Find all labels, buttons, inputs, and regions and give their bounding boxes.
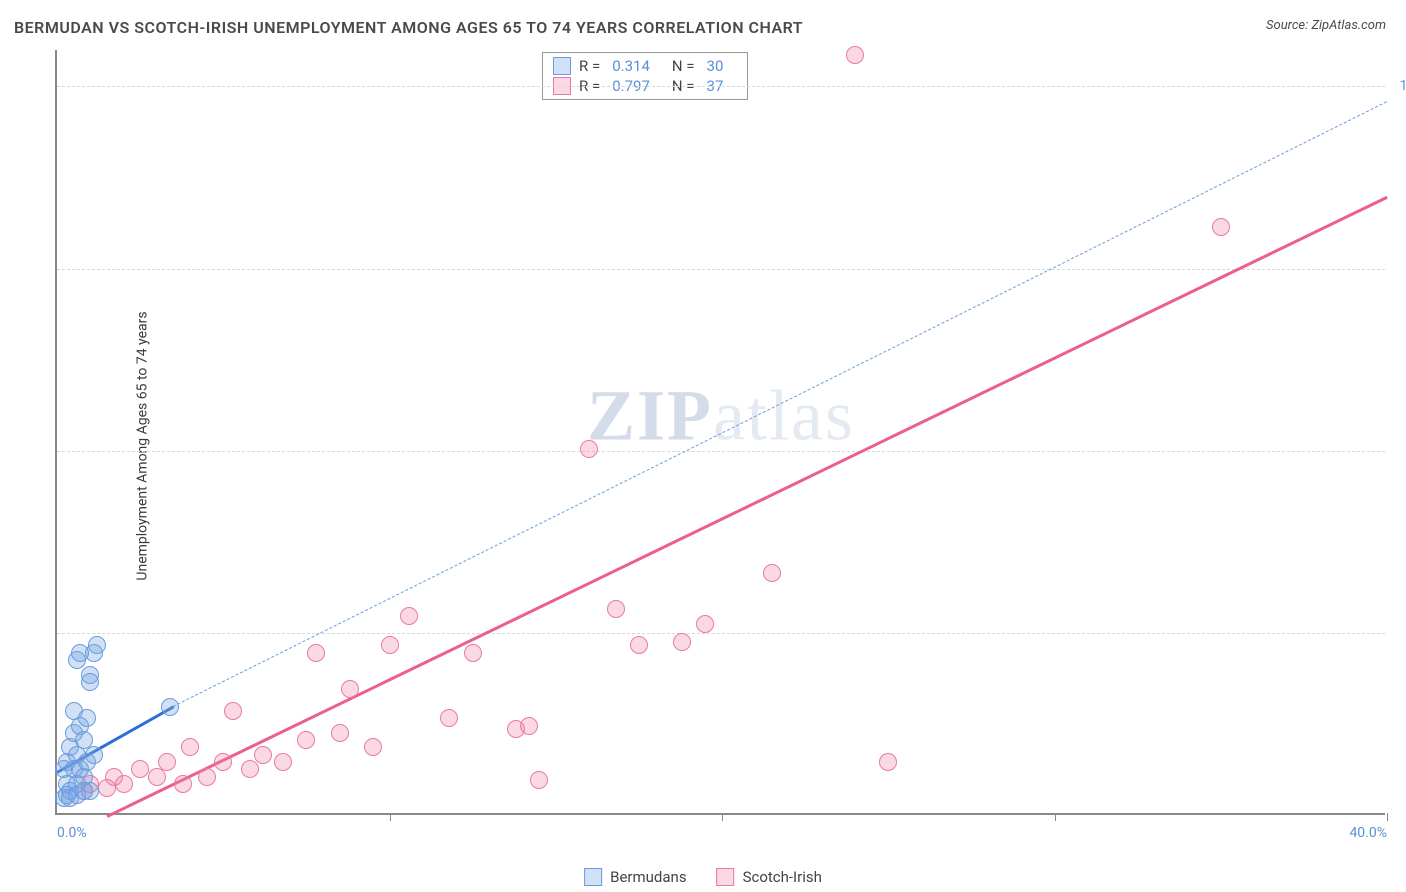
- data-point-scotch-irish: [580, 440, 598, 458]
- y-tick-label: 100.0%: [1400, 78, 1406, 94]
- x-tick: [722, 813, 723, 821]
- series-legend: Bermudans Scotch-Irish: [584, 868, 822, 886]
- stats-legend: R = 0.314 N = 30 R = 0.797 N = 37: [542, 52, 748, 100]
- data-point-scotch-irish: [131, 760, 149, 778]
- scatter-plot-area: ZIPatlas R = 0.314 N = 30 R = 0.797 N = …: [55, 50, 1385, 815]
- data-point-scotch-irish: [115, 775, 133, 793]
- x-tick: [390, 813, 391, 821]
- x-tick: [1387, 813, 1388, 821]
- data-point-scotch-irish: [307, 644, 325, 662]
- data-point-scotch-irish: [198, 768, 216, 786]
- data-point-scotch-irish: [520, 717, 538, 735]
- data-point-scotch-irish: [846, 46, 864, 64]
- stats-row-bermudans: R = 0.314 N = 30: [553, 57, 737, 75]
- data-point-bermudans: [71, 644, 89, 662]
- data-point-scotch-irish: [331, 724, 349, 742]
- x-tick: [1055, 813, 1056, 821]
- data-point-scotch-irish: [464, 644, 482, 662]
- watermark-light: atlas: [713, 376, 855, 456]
- data-point-bermudans: [78, 709, 96, 727]
- data-point-scotch-irish: [158, 753, 176, 771]
- data-point-scotch-irish: [630, 636, 648, 654]
- gridline: [57, 633, 1385, 634]
- x-tick-label: 0.0%: [57, 825, 87, 841]
- data-point-scotch-irish: [241, 760, 259, 778]
- data-point-scotch-irish: [297, 731, 315, 749]
- swatch-scotch-irish: [717, 868, 735, 886]
- data-point-scotch-irish: [341, 680, 359, 698]
- data-point-scotch-irish: [1212, 218, 1230, 236]
- source-attribution: Source: ZipAtlas.com: [1266, 18, 1386, 33]
- legend-label-bermudans: Bermudans: [610, 868, 686, 886]
- trend-line: [106, 196, 1387, 818]
- data-point-scotch-irish: [696, 615, 714, 633]
- x-tick-label: 40.0%: [1349, 825, 1387, 841]
- watermark-bold: ZIP: [587, 376, 713, 456]
- data-point-bermudans: [75, 782, 93, 800]
- data-point-scotch-irish: [364, 738, 382, 756]
- r-label: R =: [579, 57, 600, 75]
- data-point-scotch-irish: [400, 607, 418, 625]
- data-point-scotch-irish: [530, 771, 548, 789]
- bermudans-n-value: 30: [707, 57, 724, 75]
- bermudans-r-value: 0.314: [612, 57, 650, 75]
- data-point-scotch-irish: [224, 702, 242, 720]
- data-point-scotch-irish: [673, 633, 691, 651]
- gridline: [57, 451, 1385, 452]
- legend-label-scotch-irish: Scotch-Irish: [743, 868, 822, 886]
- data-point-scotch-irish: [274, 753, 292, 771]
- data-point-scotch-irish: [879, 753, 897, 771]
- trend-line: [173, 101, 1387, 707]
- data-point-scotch-irish: [181, 738, 199, 756]
- data-point-bermudans: [85, 746, 103, 764]
- swatch-bermudans: [553, 57, 571, 75]
- data-point-scotch-irish: [174, 775, 192, 793]
- data-point-scotch-irish: [440, 709, 458, 727]
- data-point-scotch-irish: [214, 753, 232, 771]
- gridline: [57, 269, 1385, 270]
- legend-item-scotch-irish: Scotch-Irish: [717, 868, 822, 886]
- legend-item-bermudans: Bermudans: [584, 868, 686, 886]
- swatch-bermudans: [584, 868, 602, 886]
- source-name: ZipAtlas.com: [1311, 18, 1386, 33]
- gridline: [57, 86, 1385, 87]
- data-point-scotch-irish: [763, 564, 781, 582]
- data-point-bermudans: [88, 636, 106, 654]
- data-point-bermudans: [81, 673, 99, 691]
- n-label: N =: [672, 57, 695, 75]
- data-point-scotch-irish: [381, 636, 399, 654]
- data-point-bermudans: [161, 698, 179, 716]
- source-prefix: Source:: [1266, 18, 1311, 33]
- chart-title: BERMUDAN VS SCOTCH-IRISH UNEMPLOYMENT AM…: [14, 18, 803, 37]
- data-point-scotch-irish: [254, 746, 272, 764]
- data-point-scotch-irish: [607, 600, 625, 618]
